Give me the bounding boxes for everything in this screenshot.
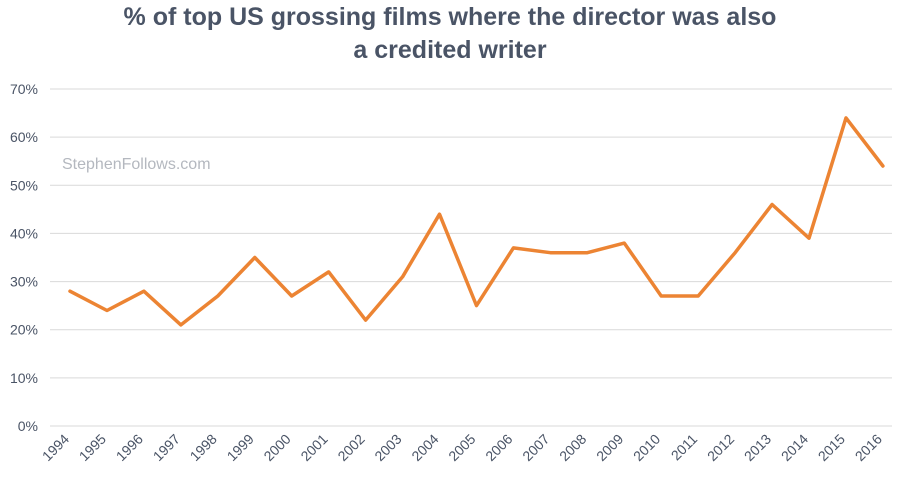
data-point (401, 275, 404, 278)
data-point (734, 251, 737, 254)
data-point (438, 213, 441, 216)
x-tick-label: 1994 (39, 431, 72, 464)
x-tick-label: 2015 (815, 431, 848, 464)
chart-title-line-1: % of top US grossing films where the dir… (123, 3, 777, 31)
x-tick-label: 2003 (371, 431, 404, 464)
y-tick-label: 50% (10, 177, 38, 193)
data-point (290, 295, 293, 298)
x-tick-label: 1998 (187, 431, 220, 464)
x-tick-label: 2000 (260, 431, 293, 464)
x-tick-label: 2008 (556, 431, 589, 464)
data-point (512, 246, 515, 249)
y-tick-label: 60% (10, 129, 38, 145)
series-line (68, 116, 885, 327)
x-tick-label: 2009 (593, 431, 626, 464)
y-tick-label: 30% (10, 274, 38, 290)
x-tick-label: 2006 (482, 431, 515, 464)
x-tick-label: 2011 (668, 431, 701, 464)
watermark-text: StephenFollows.com (62, 156, 211, 173)
data-point (179, 323, 182, 326)
y-tick-label: 20% (10, 322, 38, 338)
x-tick-label: 2012 (704, 431, 737, 464)
y-tick-label: 0% (18, 418, 38, 434)
data-point (142, 290, 145, 293)
data-point (253, 256, 256, 259)
x-tick-label: 2002 (334, 431, 367, 464)
data-point (216, 295, 219, 298)
data-point (771, 203, 774, 206)
data-point (475, 304, 478, 307)
data-point (69, 290, 72, 293)
data-point (881, 165, 884, 168)
data-point (586, 251, 589, 254)
y-tick-label: 70% (10, 81, 38, 97)
x-tick-label: 1999 (224, 431, 257, 464)
x-tick-label: 2013 (741, 431, 774, 464)
x-tick-label: 1996 (113, 431, 146, 464)
y-tick-label: 10% (10, 370, 38, 386)
x-tick-label: 2005 (445, 431, 478, 464)
x-tick-label: 2007 (519, 431, 552, 464)
data-point (808, 237, 811, 240)
x-tick-label: 1997 (150, 431, 183, 464)
y-tick-label: 40% (10, 225, 38, 241)
x-tick-label: 2016 (852, 431, 885, 464)
data-point (105, 309, 108, 312)
data-point (364, 319, 367, 322)
x-tick-label: 2010 (630, 431, 663, 464)
x-tick-label: 2001 (297, 431, 330, 464)
chart-title-line-2: a credited writer (353, 36, 547, 64)
data-point (623, 242, 626, 245)
x-tick-label: 1995 (76, 431, 109, 464)
data-point (549, 251, 552, 254)
data-point (697, 295, 700, 298)
x-tick-label: 2014 (778, 431, 811, 464)
data-point (660, 295, 663, 298)
data-point (844, 116, 847, 119)
x-tick-label: 2004 (408, 431, 441, 464)
data-point (327, 270, 330, 273)
